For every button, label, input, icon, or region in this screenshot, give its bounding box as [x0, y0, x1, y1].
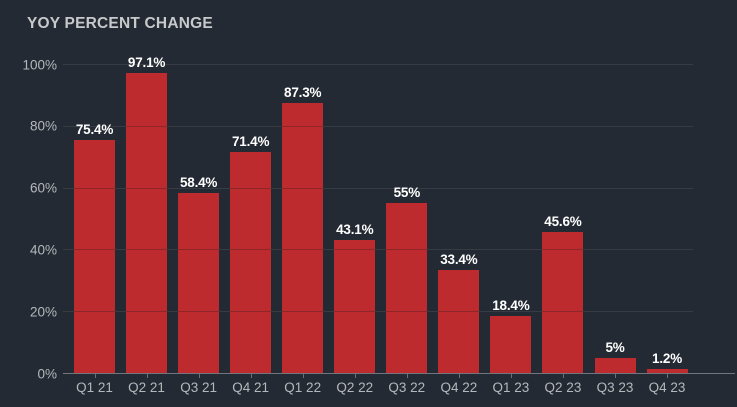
bar-value-label: 43.1%: [336, 222, 374, 237]
bar: [178, 193, 220, 373]
y-axis-label: 0%: [37, 366, 57, 381]
bar-value-label: 55%: [393, 185, 421, 200]
bar: [126, 73, 168, 373]
x-axis-label: Q3 23: [596, 380, 634, 395]
x-axis-tick: [302, 373, 304, 378]
bar-value-label: 33.4%: [440, 252, 478, 267]
gridline-overlay: [63, 125, 693, 127]
y-axis-label: 100%: [22, 57, 57, 72]
y-axis-label: 60%: [29, 180, 57, 196]
bar: [230, 152, 272, 373]
bar: [334, 240, 376, 373]
x-axis-line: [63, 373, 735, 374]
x-axis-label: Q3 21: [180, 380, 217, 395]
x-axis-tick: [94, 373, 96, 378]
gridline-overlay: [63, 64, 693, 65]
gridline: [63, 64, 693, 65]
bar-value-label: 58.4%: [179, 175, 218, 190]
bar: [542, 232, 584, 373]
x-axis-label: Q1 21: [76, 380, 113, 395]
bar: [282, 103, 324, 373]
bar-value-label: 87.3%: [284, 85, 322, 100]
x-axis-tick: [510, 373, 512, 378]
bar: [490, 316, 532, 373]
x-axis-tick: [562, 373, 564, 378]
bar-value-label: 71.4%: [232, 134, 270, 149]
gridline: [63, 187, 693, 189]
chart-title: YOY PERCENT CHANGE: [27, 15, 213, 32]
x-axis-tick: [250, 373, 252, 378]
gridline-overlay: [63, 249, 693, 251]
x-axis-tick: [198, 373, 200, 378]
bar-value-label: 97.1%: [127, 55, 166, 70]
x-axis-label: Q1 23: [492, 380, 530, 395]
bar-value-label: 5%: [605, 340, 625, 355]
bar: [438, 270, 480, 373]
x-axis-tick: [354, 373, 356, 378]
gridline: [63, 125, 693, 127]
x-axis-tick: [146, 373, 148, 378]
bar: [594, 358, 636, 373]
y-axis-label: 20%: [29, 304, 57, 320]
x-axis-label: Q2 23: [544, 380, 582, 395]
bar: [646, 369, 688, 373]
x-axis-label: Q2 21: [128, 380, 165, 395]
x-axis-label: Q4 23: [648, 380, 686, 395]
bar-value-label: 1.2%: [652, 351, 683, 366]
x-axis-label: Q2 22: [336, 380, 374, 395]
y-axis-label: 40%: [29, 242, 57, 258]
gridline: [63, 249, 693, 251]
gridline-overlay: [63, 311, 693, 313]
x-axis-tick: [615, 373, 616, 378]
bar: [386, 203, 428, 373]
x-axis-label: Q3 22: [388, 380, 426, 395]
y-axis-label: 80%: [29, 118, 57, 134]
bar-value-label: 18.4%: [492, 298, 530, 313]
x-axis-tick: [667, 373, 669, 378]
x-axis-label: Q4 22: [440, 380, 478, 395]
x-axis-tick: [406, 373, 408, 378]
bar-value-label: 45.6%: [544, 214, 582, 229]
bar: [74, 140, 115, 373]
bar-value-label: 75.4%: [75, 122, 114, 137]
x-axis-tick: [458, 373, 460, 378]
gridline: [63, 311, 693, 313]
gridline-overlay: [63, 187, 693, 189]
x-axis-label: Q1 22: [284, 380, 322, 395]
x-axis-label: Q4 21: [232, 380, 270, 395]
